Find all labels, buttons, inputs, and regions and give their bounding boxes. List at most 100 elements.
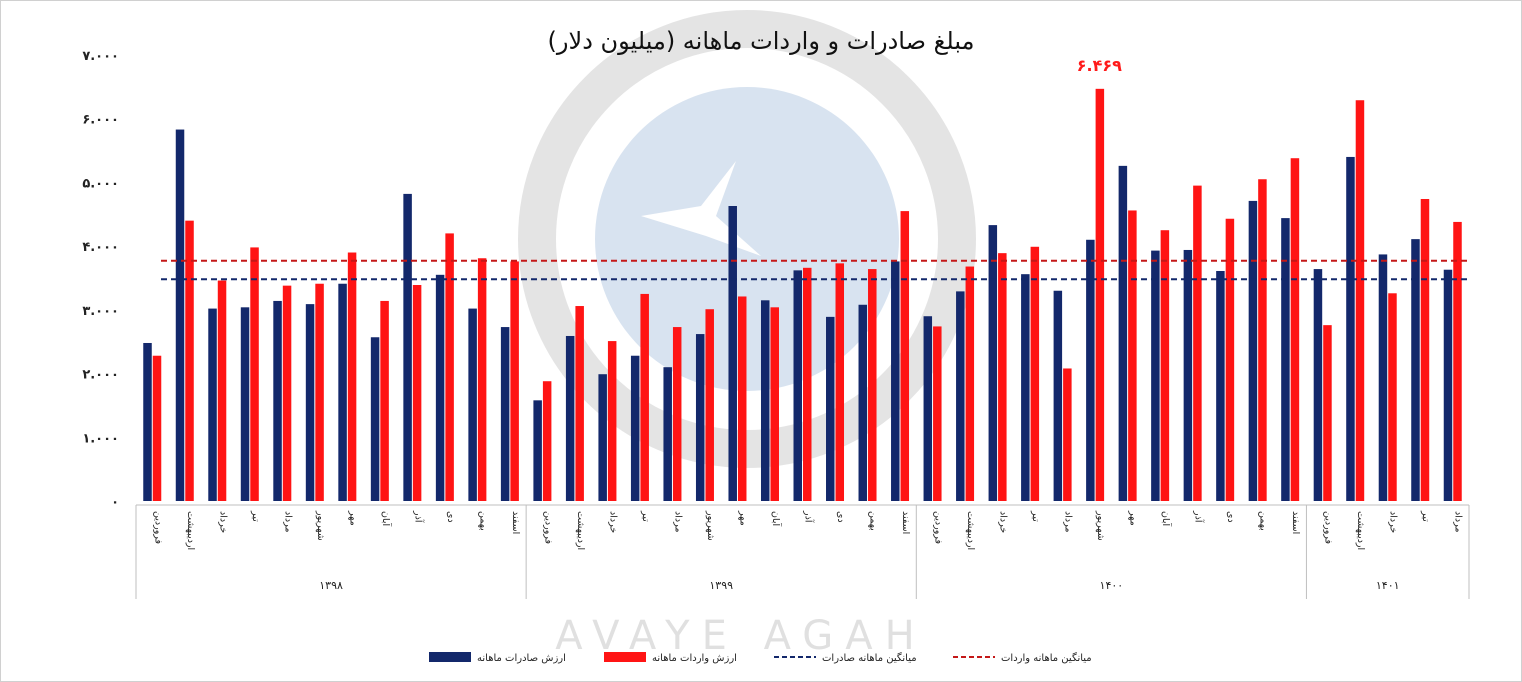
y-tick-label: ۲.۰۰۰ bbox=[82, 368, 119, 383]
import-bar bbox=[1095, 88, 1105, 502]
watermark-disc bbox=[595, 87, 899, 391]
legend-swatch bbox=[429, 652, 471, 662]
x-tick-label: خرداد bbox=[998, 511, 1009, 533]
export-bar bbox=[175, 129, 185, 501]
import-bar bbox=[217, 280, 227, 501]
year-label: ۱۳۹۸ bbox=[319, 579, 343, 592]
import-bar bbox=[282, 285, 292, 501]
legend-label: میانگین ماهانه صادرات bbox=[822, 652, 917, 664]
export-bar bbox=[1313, 269, 1323, 501]
import-bar bbox=[315, 283, 324, 501]
x-tick-label: فروردین bbox=[933, 511, 944, 544]
import-bar bbox=[672, 327, 682, 501]
x-tick-label: دی bbox=[835, 511, 846, 523]
x-tick-label: مرداد bbox=[1063, 511, 1074, 532]
x-tick-label: آبان bbox=[380, 511, 393, 527]
x-tick-label: اردیبهشت bbox=[185, 511, 196, 550]
y-tick-label: ۱.۰۰۰ bbox=[82, 431, 119, 446]
export-bar bbox=[793, 270, 802, 501]
legend-label: ارزش واردات ماهانه bbox=[652, 653, 737, 664]
year-label: ۱۴۰۱ bbox=[1376, 579, 1400, 592]
export-bar bbox=[403, 193, 412, 501]
x-tick-label: مرداد bbox=[672, 511, 683, 532]
import-bar bbox=[412, 285, 422, 501]
import-bar bbox=[868, 269, 877, 501]
import-bar bbox=[803, 267, 812, 501]
import-bar bbox=[737, 296, 747, 501]
import-bar bbox=[900, 211, 910, 501]
x-tick-label: دی bbox=[1225, 511, 1236, 523]
y-tick-label: ۳.۰۰۰ bbox=[82, 304, 119, 319]
export-bar bbox=[760, 300, 770, 501]
import-bar bbox=[998, 253, 1007, 501]
export-bar bbox=[1118, 165, 1128, 501]
import-bar bbox=[1193, 185, 1202, 501]
export-bar bbox=[273, 300, 282, 501]
import-bar bbox=[347, 252, 357, 501]
peak-annotation: ۶.۴۶۹ bbox=[1077, 56, 1122, 75]
import-bar bbox=[1388, 293, 1397, 501]
export-bar bbox=[891, 261, 900, 501]
import-bar bbox=[445, 233, 454, 501]
import-bar bbox=[965, 266, 975, 501]
x-tick-label: آذر bbox=[412, 510, 425, 523]
export-bar bbox=[370, 337, 380, 501]
x-tick-label: خرداد bbox=[217, 511, 228, 533]
export-bar bbox=[1151, 250, 1160, 501]
x-tick-label: بهمن bbox=[1258, 511, 1269, 531]
import-bar bbox=[933, 326, 942, 501]
export-bar bbox=[728, 206, 737, 501]
x-tick-label: اردیبهشت bbox=[575, 511, 586, 550]
import-bar bbox=[1258, 179, 1267, 501]
y-tick-label: ۵.۰۰۰ bbox=[82, 176, 119, 191]
import-bar bbox=[1063, 368, 1072, 501]
import-bar bbox=[835, 263, 845, 501]
import-bar bbox=[1030, 246, 1040, 501]
x-tick-label: مرداد bbox=[282, 511, 293, 532]
bars-group bbox=[143, 88, 1462, 502]
legend-swatch bbox=[604, 652, 646, 662]
export-bar bbox=[1378, 254, 1388, 501]
year-label: ۱۴۰۰ bbox=[1100, 579, 1124, 592]
x-tick-label: آبان bbox=[1160, 511, 1173, 527]
y-axis: ۰ ۱.۰۰۰ ۲.۰۰۰ ۳.۰۰۰ ۴.۰۰۰ ۵.۰۰۰ ۶.۰۰۰ ۷.۰۰۰ bbox=[82, 49, 119, 510]
export-bar bbox=[500, 327, 510, 501]
y-tick-label: ۰ bbox=[111, 495, 119, 510]
legend-label: میانگین ماهانه واردات bbox=[1001, 652, 1092, 664]
export-bar bbox=[533, 400, 542, 501]
x-tick-label: آذر bbox=[1193, 510, 1206, 523]
x-tick-label: شهریور bbox=[1095, 510, 1106, 541]
x-tick-label: اسفند bbox=[1290, 511, 1301, 534]
export-bar bbox=[1216, 270, 1225, 501]
import-bar bbox=[575, 306, 584, 501]
export-bar bbox=[1411, 239, 1420, 502]
x-tick-label: شهریور bbox=[705, 510, 716, 541]
import-bar bbox=[1323, 325, 1332, 501]
x-tick-label: فروردین bbox=[542, 511, 553, 544]
x-tick-label: خرداد bbox=[1388, 511, 1399, 533]
import-bar bbox=[380, 300, 389, 501]
x-tick-label: مهر bbox=[1128, 510, 1139, 526]
watermark-ring bbox=[518, 10, 976, 468]
export-bar bbox=[1053, 290, 1063, 501]
export-bar bbox=[988, 225, 998, 502]
export-bar bbox=[305, 304, 315, 501]
import-bar bbox=[1453, 221, 1462, 501]
y-tick-label: ۷.۰۰۰ bbox=[82, 49, 119, 64]
export-bar bbox=[1281, 218, 1290, 501]
x-tick-label: اسفند bbox=[510, 511, 521, 534]
x-tick-label: فروردین bbox=[1323, 511, 1334, 544]
export-bar bbox=[695, 334, 705, 501]
x-tick-label: شهریور bbox=[315, 510, 326, 541]
legend-label: ارزش صادرات ماهانه bbox=[477, 653, 566, 664]
import-bar bbox=[770, 307, 779, 501]
x-tick-label: اردیبهشت bbox=[965, 511, 976, 550]
import-bar bbox=[705, 309, 714, 501]
x-tick-label: مهر bbox=[737, 510, 748, 526]
x-tick-label: تیر bbox=[640, 510, 651, 522]
export-bar bbox=[923, 316, 933, 501]
export-bar bbox=[956, 291, 965, 501]
export-bar bbox=[208, 308, 217, 501]
export-bar bbox=[338, 283, 347, 501]
export-bar bbox=[1183, 249, 1193, 501]
